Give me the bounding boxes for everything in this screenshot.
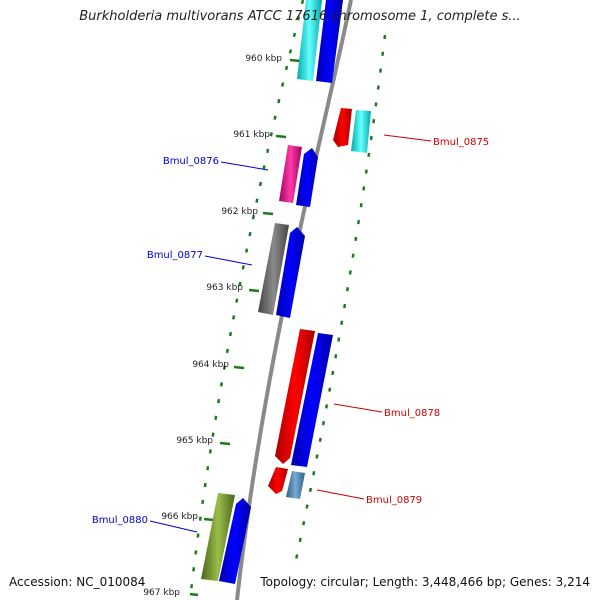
- gene-label-bmul-0879[interactable]: Bmul_0879: [366, 495, 422, 506]
- gene-leader-line: [316, 489, 365, 500]
- major-tick-mark: [189, 592, 199, 597]
- gene-cds-forward-arrow: [276, 227, 305, 318]
- gene-cds-reverse-bar: [291, 333, 333, 467]
- gene-cog-olive-bar: [201, 493, 235, 581]
- major-tick-mark: [219, 441, 231, 446]
- tick-label: 966 kbp: [161, 512, 198, 522]
- gene-cog-cyan-bar: [351, 110, 371, 153]
- major-tick-mark: [262, 211, 274, 216]
- gene-label-bmul-0880[interactable]: Bmul_0880: [92, 515, 148, 526]
- gene-leader-line: [333, 403, 383, 413]
- tick-label: 965 kbp: [176, 436, 213, 446]
- tick-label: 960 kbp: [245, 54, 282, 64]
- gene-cds-reverse-arrow: [333, 108, 352, 147]
- gene-label-bmul-0878[interactable]: Bmul_0878: [384, 408, 440, 419]
- gene-label-bmul-0875[interactable]: Bmul_0875: [433, 137, 489, 148]
- gene-cog-gray-bar: [258, 223, 289, 315]
- gene-cds-reverse-arrow: [268, 467, 288, 494]
- gene-cog-magenta-bar: [279, 145, 302, 203]
- gene-leader-line: [204, 255, 253, 266]
- major-tick-mark: [248, 288, 260, 293]
- topology-text: Topology: circular; Length: 3,448,466 bp…: [260, 575, 590, 589]
- accession-text: Accession: NC_010084: [9, 575, 146, 589]
- major-tick-mark: [203, 517, 215, 522]
- tick-label: 964 kbp: [192, 360, 229, 370]
- map-title: Burkholderia multivorans ATCC 17616 chro…: [79, 9, 521, 24]
- gene-leader-line: [383, 134, 432, 142]
- major-tick-mark: [233, 365, 245, 370]
- gene-label-bmul-0877[interactable]: Bmul_0877: [147, 250, 203, 261]
- gene-label-bmul-0876[interactable]: Bmul_0876: [163, 156, 219, 167]
- outer-tick-track: [294, 34, 387, 561]
- tick-label: 963 kbp: [206, 283, 243, 293]
- tick-label: 967 kbp: [143, 588, 180, 598]
- gene-cog-cyan-bar: [297, 0, 322, 81]
- tick-label: 962 kbp: [221, 207, 258, 217]
- major-tick-mark: [289, 58, 301, 63]
- gene-leader-line: [149, 520, 198, 533]
- backbone-line: [235, 0, 353, 600]
- gene-cds-forward-bar: [316, 0, 343, 83]
- gene-cds-forward-arrow: [296, 148, 318, 207]
- major-tick-mark: [275, 134, 287, 139]
- tick-label: 961 kbp: [233, 130, 270, 140]
- gene-cds-reverse-arrow: [275, 329, 315, 464]
- gene-leader-line: [220, 161, 269, 171]
- gene-cog-steelblue-bar: [286, 471, 305, 499]
- gene-cds-forward-arrow: [219, 498, 251, 584]
